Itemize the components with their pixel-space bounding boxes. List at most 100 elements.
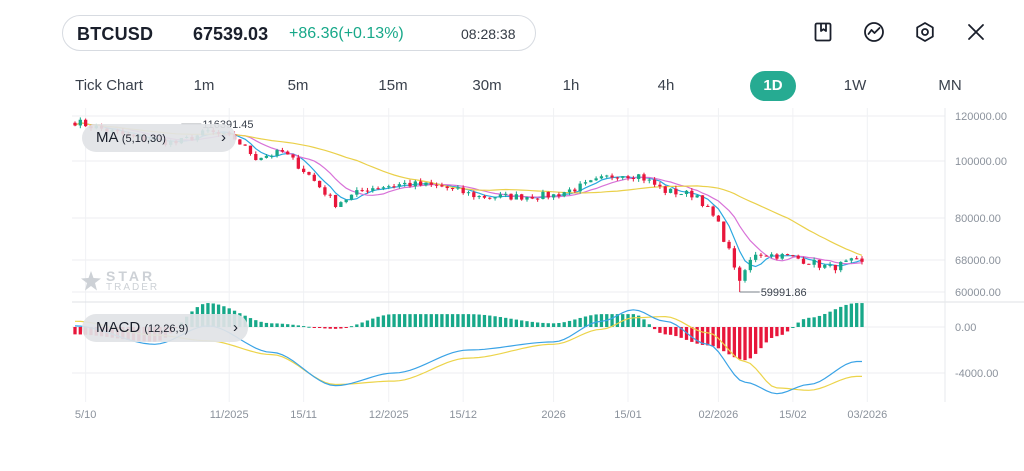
macd-bar xyxy=(711,327,715,347)
macd-chevron-icon[interactable]: › xyxy=(233,319,238,336)
candle xyxy=(801,258,806,264)
macd-bar xyxy=(722,327,726,352)
macd-bar xyxy=(488,315,492,327)
macd-bar xyxy=(626,314,630,327)
date-axis-label: 15/02 xyxy=(779,409,807,421)
tab-15m[interactable]: 15m xyxy=(378,77,408,94)
macd-bar xyxy=(302,326,306,328)
candle xyxy=(652,179,657,185)
macd-bar xyxy=(658,327,662,333)
tab-mn[interactable]: MN xyxy=(938,77,962,94)
candle xyxy=(365,190,370,192)
candle xyxy=(355,190,359,195)
macd-bar xyxy=(668,327,673,335)
tab-1h[interactable]: 1h xyxy=(562,77,580,94)
candle xyxy=(839,261,843,271)
timeframe-tabs: Tick Chart 1m 5m 15m 30m 1h 4h 1D 1W MN xyxy=(0,71,1024,101)
candle xyxy=(450,188,455,190)
macd-bar xyxy=(440,314,444,327)
macd-bar xyxy=(355,324,359,327)
candle xyxy=(520,194,524,200)
candle xyxy=(466,192,471,194)
macd-bar xyxy=(833,309,838,327)
candle xyxy=(743,270,747,281)
tab-30m[interactable]: 30m xyxy=(472,77,502,94)
candle xyxy=(498,194,503,198)
indicator-icon[interactable] xyxy=(862,20,886,44)
macd-bar xyxy=(504,317,508,327)
tab-1m[interactable]: 1m xyxy=(193,77,215,94)
macd-bar xyxy=(594,314,598,327)
candle xyxy=(312,174,316,181)
candle xyxy=(647,179,651,181)
macd-bar xyxy=(482,314,487,327)
macd-bar xyxy=(403,314,407,327)
macd-bar xyxy=(509,318,513,327)
macd-bar xyxy=(716,327,721,349)
candle xyxy=(259,157,263,161)
tab-5m[interactable]: 5m xyxy=(287,77,309,94)
macd-bar xyxy=(844,304,848,327)
bookmark-icon[interactable] xyxy=(811,20,835,44)
macd-bar xyxy=(727,327,731,355)
macd-bar xyxy=(855,303,859,327)
candle xyxy=(674,188,678,195)
candle xyxy=(695,195,699,198)
macd-bar xyxy=(589,315,593,327)
macd-bar xyxy=(317,327,322,328)
macd-bar xyxy=(360,322,364,327)
star-logo-icon xyxy=(81,271,101,291)
ma-label: MA (5,10,30) xyxy=(96,129,166,146)
price-axis-label: 80000.00 xyxy=(955,213,1001,225)
watermark-line2: TRADER xyxy=(106,282,160,293)
macd-bar xyxy=(381,315,386,327)
candle xyxy=(371,188,375,191)
candle xyxy=(440,185,444,187)
settings-icon[interactable] xyxy=(913,20,937,44)
macd-bar xyxy=(339,327,343,329)
macd-bar xyxy=(307,326,311,328)
macd-bar xyxy=(828,311,832,327)
candle xyxy=(514,194,519,200)
candle xyxy=(302,168,306,172)
candle xyxy=(264,155,269,158)
candle xyxy=(780,254,784,259)
tab-1w[interactable]: 1W xyxy=(843,77,867,94)
tab-1d[interactable]: 1D xyxy=(750,71,796,101)
candle xyxy=(684,190,689,195)
candle xyxy=(722,221,726,242)
candle xyxy=(296,157,300,169)
macd-bar xyxy=(647,324,651,327)
candle xyxy=(785,254,790,256)
macd-label: MACD (12,26,9) xyxy=(96,319,188,336)
ma-chevron-icon[interactable]: › xyxy=(221,129,226,146)
candle xyxy=(551,194,556,198)
tab-4h[interactable]: 4h xyxy=(657,77,675,94)
macd-bar xyxy=(535,322,540,327)
macd-bar xyxy=(73,327,77,335)
candle xyxy=(376,188,380,190)
candle xyxy=(769,254,774,257)
macd-bar xyxy=(785,327,790,332)
candle xyxy=(387,186,391,188)
tab-tick-chart[interactable]: Tick Chart xyxy=(75,77,143,94)
date-axis-label: 03/2026 xyxy=(847,409,887,421)
macd-bar xyxy=(371,318,375,327)
ma-indicator-pill[interactable]: MA (5,10,30) › xyxy=(82,124,236,152)
macd-indicator-pill[interactable]: MACD (12,26,9) › xyxy=(82,314,248,342)
macd-bar xyxy=(445,314,449,327)
candle xyxy=(535,198,540,200)
macd-bar xyxy=(344,327,348,328)
macd-bar xyxy=(567,320,572,327)
candle xyxy=(333,195,338,207)
candle xyxy=(307,171,311,175)
candle xyxy=(317,180,322,188)
close-icon[interactable] xyxy=(964,20,988,44)
macd-bar xyxy=(493,316,497,327)
candle xyxy=(270,155,274,157)
candle xyxy=(562,192,566,197)
candle xyxy=(397,184,402,187)
candle xyxy=(583,182,588,184)
candle xyxy=(323,187,327,195)
macd-bar xyxy=(839,306,843,327)
